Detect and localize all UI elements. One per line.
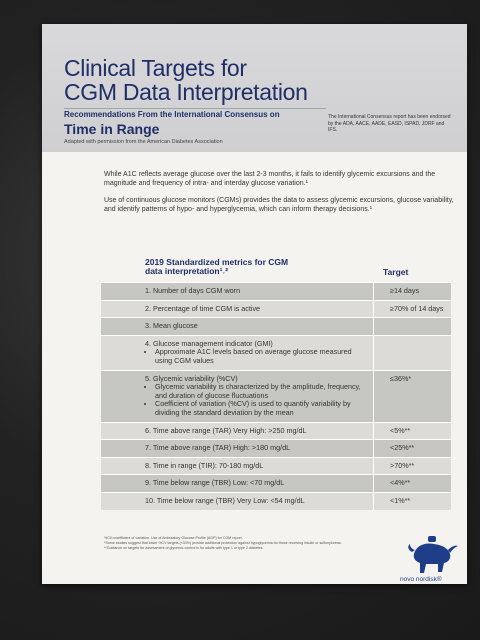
title-line-1: Clinical Targets for <box>64 55 247 81</box>
metric-bullet: Coefficient of variation (%CV) is used t… <box>155 399 367 417</box>
table-row: 10. Time below range (TBR) Very Low: <54… <box>101 491 451 510</box>
metric-label: 5. Glycemic variability (%CV) <box>145 373 238 383</box>
footnote: %CV=coefficient of variation. Use of Amb… <box>104 536 243 540</box>
metric-label: 4. Glucose management indicator (GMI) <box>145 338 273 348</box>
target-cell: >70%** <box>373 457 451 475</box>
metric-label: 3. Mean glucose <box>145 321 198 331</box>
table-heading: 2019 Standardized metrics for CGM data i… <box>145 257 289 276</box>
metric-cell: 8. Time in range (TIR): 70-180 mg/dL <box>101 458 373 475</box>
metric-cell: 4. Glucose management indicator (GMI)App… <box>101 336 373 370</box>
metrics-table: 2019 Standardized metrics for CGM data i… <box>101 252 451 510</box>
metric-bullet: Glycemic variability is characterized by… <box>155 382 367 400</box>
metric-cell: 2. Percentage of time CGM is active <box>101 301 373 318</box>
target-column-heading: Target <box>383 267 409 277</box>
adapted-note: Adapted with permission from the America… <box>64 139 223 145</box>
page-title: Clinical Targets for CGM Data Interpreta… <box>64 56 344 104</box>
title-divider <box>64 108 326 109</box>
target-cell: <5%** <box>373 422 451 440</box>
metric-cell: 10. Time below range (TBR) Very Low: <54… <box>101 493 373 510</box>
target-cell: <25%** <box>373 440 451 457</box>
metric-cell: 3. Mean glucose <box>101 318 373 335</box>
metric-cell: 1. Number of days CGM worn <box>101 283 373 300</box>
table-row: 2. Percentage of time CGM is active ≥70% … <box>101 299 451 318</box>
footnotes: %CV=coefficient of variation. Use of Amb… <box>104 536 424 551</box>
table-row: 3. Mean glucose <box>101 317 451 335</box>
footnote: **Guidance on targets for assessment of … <box>104 546 264 550</box>
metric-label: 6. Time above range (TAR) Very High: >25… <box>145 425 307 435</box>
table-body: 1. Number of days CGM worn ≥14 days 2. Per… <box>101 282 451 510</box>
handout-sheet: Clinical Targets for CGM Data Interpreta… <box>42 24 467 584</box>
table-row: 8. Time in range (TIR): 70-180 mg/dL >70%… <box>101 456 451 475</box>
endorsement-note: The International Consensus report has b… <box>328 114 451 133</box>
metric-label: 9. Time below range (TBR) Low: <70 mg/dL <box>145 478 285 488</box>
apis-bull-logo-icon <box>408 536 458 573</box>
metric-bullet: Approximate A1C levels based on average … <box>155 348 367 365</box>
target-cell <box>373 335 451 370</box>
title-line-2: CGM Data Interpretation <box>64 79 308 105</box>
time-in-range-heading: Time in Range <box>64 121 160 137</box>
table-row: 1. Number of days CGM worn ≥14 days <box>101 282 451 300</box>
subtitle: Recommendations From the International C… <box>64 110 280 119</box>
intro-paragraph-2: Use of continuous glucose monitors (CGMs… <box>104 197 454 213</box>
metric-bullets: Glycemic variability is characterized by… <box>145 382 367 417</box>
table-row: 4. Glucose management indicator (GMI)App… <box>101 334 451 370</box>
target-cell: ≥14 days <box>373 283 451 300</box>
target-cell: ≤36%* <box>373 370 451 422</box>
metric-label: 7. Time above range (TAR) High: >180 mg/… <box>145 443 291 453</box>
header-band: Clinical Targets for CGM Data Interpreta… <box>42 24 467 152</box>
target-cell: ≥70% of 14 days <box>373 300 451 318</box>
footnote: *Some studies suggest that lower %CV tar… <box>104 541 342 545</box>
metric-label: 10. Time below range (TBR) Very Low: <54… <box>145 495 305 505</box>
metric-bullets: Approximate A1C levels based on average … <box>145 348 367 365</box>
metric-cell: 6. Time above range (TAR) Very High: >25… <box>101 423 373 440</box>
intro-paragraph-1: While A1C reflects average glucose over … <box>104 171 436 187</box>
target-cell: <1%** <box>373 492 451 510</box>
target-cell <box>373 318 451 335</box>
table-row: 9. Time below range (TBR) Low: <70 mg/dL… <box>101 474 451 492</box>
metric-label: 2. Percentage of time CGM is active <box>145 303 261 313</box>
table-row: 7. Time above range (TAR) High: >180 mg/… <box>101 439 451 457</box>
table-row: 6. Time above range (TAR) Very High: >25… <box>101 421 451 440</box>
metric-label: 8. Time in range (TIR): 70-180 mg/dL <box>145 460 264 470</box>
metric-cell: 7. Time above range (TAR) High: >180 mg/… <box>101 440 373 457</box>
table-header: 2019 Standardized metrics for CGM data i… <box>101 252 451 282</box>
metric-cell: 9. Time below range (TBR) Low: <70 mg/dL <box>101 475 373 492</box>
brand-name: novo nordisk® <box>400 576 442 583</box>
metric-cell: 5. Glycemic variability (%CV)Glycemic va… <box>101 371 373 422</box>
metric-label: 1. Number of days CGM worn <box>145 286 241 295</box>
table-row: 5. Glycemic variability (%CV)Glycemic va… <box>101 369 451 422</box>
target-cell: <4%** <box>373 475 451 492</box>
